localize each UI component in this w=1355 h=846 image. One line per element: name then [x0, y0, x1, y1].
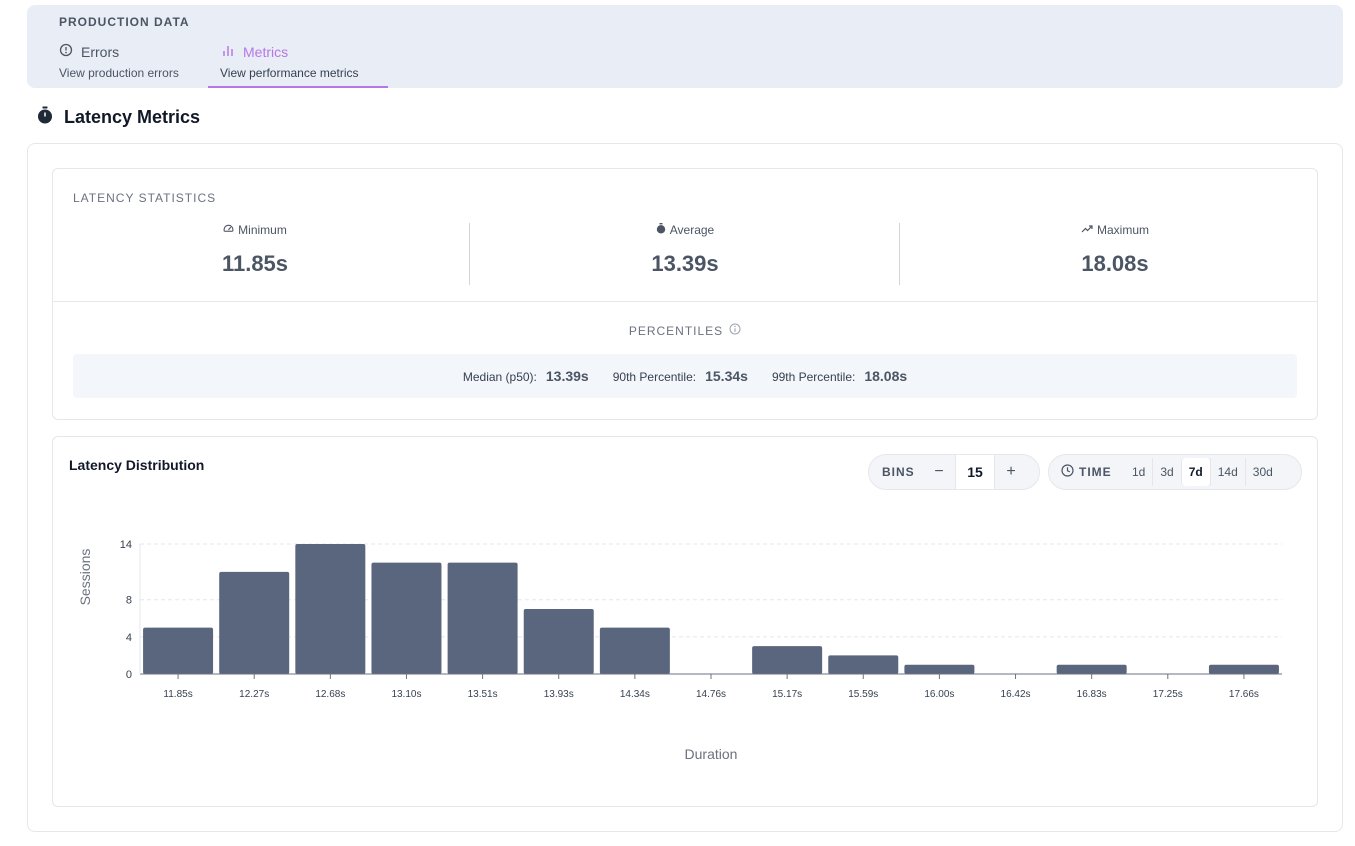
- x-tick-label: 17.25s: [1153, 689, 1183, 700]
- x-tick-label: 14.76s: [696, 689, 726, 700]
- bins-increment-button[interactable]: +: [1006, 463, 1016, 480]
- histogram-bar: [523, 609, 594, 674]
- distribution-title: Latency Distribution: [69, 457, 205, 473]
- histogram-bar: [143, 627, 214, 674]
- histogram-bar: [295, 544, 366, 674]
- percentile-p50: Median (p50): 13.39s: [463, 368, 589, 384]
- latency-statistics-label: LATENCY STATISTICS: [73, 191, 217, 205]
- time-range-control: TIME 1d 3d 7d 14d 30d: [1048, 454, 1302, 490]
- maximum-value: 18.08s: [1081, 251, 1149, 276]
- latency-statistics-card: LATENCY STATISTICS Minimum 11.85s Averag…: [52, 168, 1318, 420]
- section-divider: [53, 301, 1317, 302]
- tab-metrics-sublabel: View performance metrics: [220, 66, 359, 80]
- time-option-14d[interactable]: 14d: [1209, 458, 1245, 486]
- percentile-p90: 90th Percentile: 15.34s: [613, 368, 748, 384]
- y-tick-label: 0: [126, 669, 132, 681]
- trending-up-icon: [1081, 223, 1093, 237]
- average-value: 13.39s: [651, 251, 719, 276]
- bins-decrement-button[interactable]: −: [934, 463, 944, 480]
- bins-input[interactable]: 15: [955, 455, 995, 489]
- histogram-bar: [219, 571, 290, 674]
- p90-label: 90th Percentile:: [612, 370, 697, 384]
- p50-label: Median (p50):: [462, 370, 537, 384]
- x-tick-label: 16.42s: [1001, 689, 1031, 700]
- percentiles-label: PERCENTILES: [628, 323, 724, 338]
- gauge-icon: [223, 223, 234, 237]
- y-tick-label: 4: [126, 632, 132, 644]
- alert-circle-icon: [59, 43, 73, 60]
- percentile-p99: 99th Percentile: 18.08s: [772, 368, 907, 384]
- histogram-bar: [371, 562, 442, 674]
- info-icon[interactable]: [729, 323, 741, 338]
- tab-metrics-label: Metrics: [243, 43, 289, 60]
- percentiles-header: PERCENTILES: [53, 323, 1317, 338]
- bar-chart-icon: [221, 43, 235, 60]
- minimum-value: 11.85s: [221, 251, 289, 276]
- x-tick-label: 17.66s: [1229, 689, 1259, 700]
- tab-errors[interactable]: Errors View production errors: [59, 43, 199, 88]
- tab-errors-sublabel: View production errors: [59, 66, 179, 80]
- x-tick-label: 12.68s: [315, 689, 345, 700]
- p99-value: 18.08s: [864, 368, 908, 384]
- average-label: Average: [669, 223, 715, 237]
- stat-maximum: Maximum 18.08s: [915, 223, 1315, 277]
- time-option-7d[interactable]: 7d: [1180, 458, 1210, 486]
- x-tick-label: 15.59s: [848, 689, 878, 700]
- y-axis-title: Sessions: [77, 549, 93, 606]
- x-tick-label: 15.17s: [772, 689, 802, 700]
- stat-divider: [899, 223, 900, 285]
- maximum-label: Maximum: [1096, 223, 1149, 237]
- x-tick-label: 13.51s: [468, 689, 498, 700]
- time-label-group: TIME: [1049, 464, 1125, 480]
- clock-icon: [1061, 464, 1074, 480]
- histogram-bar: [752, 646, 823, 674]
- histogram-bar: [828, 655, 899, 674]
- page-heading: Latency Metrics: [36, 106, 200, 129]
- time-label: TIME: [1079, 465, 1112, 479]
- x-tick-label: 16.00s: [924, 689, 954, 700]
- latency-distribution-card: Latency Distribution BINS − 15 + TIME 1d…: [52, 436, 1318, 807]
- y-tick-label: 14: [120, 539, 132, 551]
- latency-histogram-chart: 0 4 8 14 11.85s 12.27s 12.68s 13.10s 13.51s 13.93…: [77, 539, 1282, 762]
- x-tick-label: 12.27s: [239, 689, 269, 700]
- tab-metrics[interactable]: Metrics View performance metrics: [208, 43, 388, 88]
- stat-divider: [469, 223, 470, 285]
- x-tick-label: 14.34s: [620, 689, 650, 700]
- p90-value: 15.34s: [705, 368, 748, 384]
- stopwatch-icon: [36, 106, 54, 129]
- timer-icon: [656, 223, 666, 237]
- production-data-panel: PRODUCTION DATA Errors View production e…: [27, 5, 1343, 88]
- histogram-bar: [1056, 664, 1127, 674]
- histogram-bar: [447, 562, 518, 674]
- time-option-1d[interactable]: 1d: [1132, 465, 1146, 479]
- x-tick-label: 16.83s: [1077, 689, 1107, 700]
- histogram-bar: [904, 664, 975, 674]
- histogram-bar: [1208, 664, 1279, 674]
- x-tick-label: 13.10s: [391, 689, 421, 700]
- bins-control: BINS − 15 +: [868, 454, 1040, 490]
- page-title: Latency Metrics: [64, 107, 201, 127]
- percentiles-box: Median (p50): 13.39s 90th Percentile: 15…: [73, 354, 1297, 398]
- x-tick-label: 13.93s: [544, 689, 574, 700]
- time-option-3d[interactable]: 3d: [1152, 458, 1180, 486]
- time-option-30d[interactable]: 30d: [1244, 458, 1280, 486]
- tab-errors-label: Errors: [81, 43, 120, 60]
- stat-minimum: Minimum 11.85s: [55, 223, 455, 277]
- histogram-bar: [599, 627, 670, 674]
- stat-average: Average 13.39s: [485, 223, 885, 277]
- p99-label: 99th Percentile:: [771, 370, 856, 384]
- x-tick-label: 11.85s: [163, 689, 192, 700]
- y-tick-label: 8: [126, 595, 132, 607]
- x-axis-title: Duration: [685, 746, 738, 762]
- minimum-label: Minimum: [238, 223, 287, 237]
- bins-label: BINS: [882, 465, 915, 479]
- p50-value: 13.39s: [545, 368, 589, 384]
- production-data-label: PRODUCTION DATA: [59, 15, 190, 29]
